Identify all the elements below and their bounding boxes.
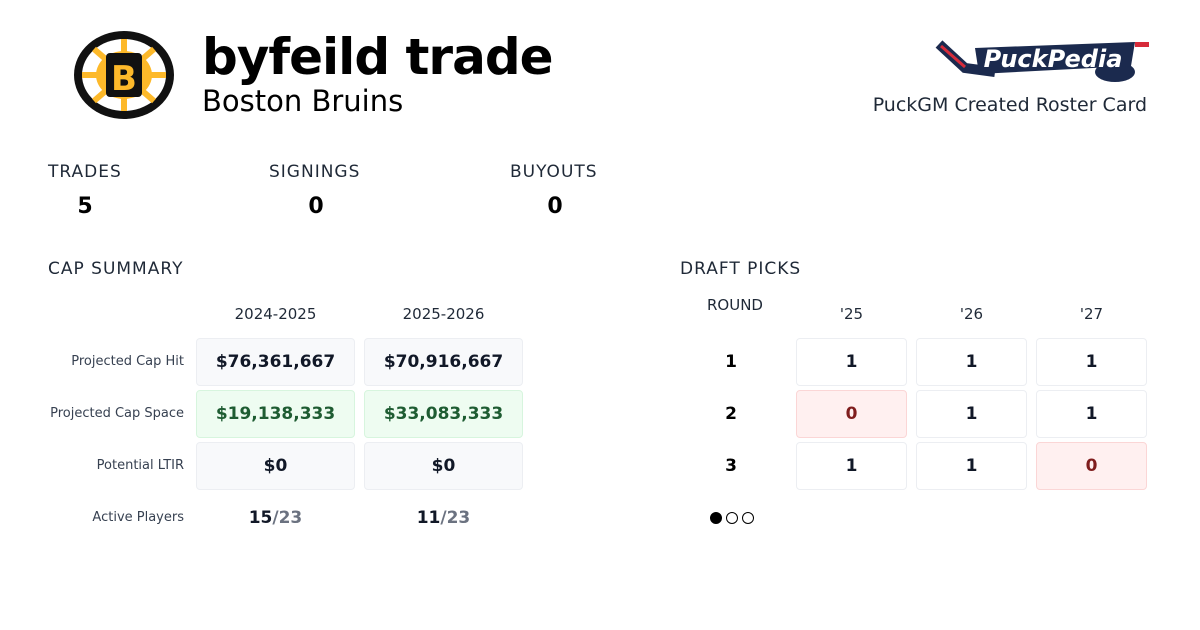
pick-cell: 1 (916, 338, 1027, 386)
row-label: Potential LTIR (96, 458, 184, 473)
svg-text:B: B (111, 59, 137, 99)
row-label: Projected Cap Space (50, 406, 184, 421)
pagination-dot-active[interactable] (710, 512, 722, 524)
bruins-logo: B (72, 29, 178, 125)
year-header: '27 (1079, 305, 1104, 323)
season-header: 2024-2025 (234, 305, 317, 323)
active-count: 11 (416, 508, 441, 528)
draft-picks-title: DRAFT PICKS (680, 259, 802, 279)
page-title: byfeild trade (202, 28, 554, 86)
pagination-dot[interactable] (742, 512, 754, 524)
pick-cell: 1 (1036, 338, 1147, 386)
pick-cell: 0 (796, 390, 907, 438)
signings-value: 0 (308, 194, 324, 219)
pick-cell: 1 (796, 442, 907, 490)
svg-text:PuckPedia: PuckPedia (984, 45, 1123, 73)
pick-cell: 1 (916, 442, 1027, 490)
trades-label: TRADES (48, 162, 122, 182)
pick-cell: 1 (1036, 390, 1147, 438)
pagination-dot[interactable] (726, 512, 738, 524)
buyouts-label: BUYOUTS (510, 162, 598, 182)
row-label: Active Players (92, 510, 184, 525)
pick-cell: 1 (916, 390, 1027, 438)
ltir-cell: $0 (196, 442, 355, 490)
cap-space-cell: $19,138,333 (196, 390, 355, 438)
year-header: '26 (959, 305, 984, 323)
cap-space-cell: $33,083,333 (364, 390, 523, 438)
active-players-value: 15/23 (196, 508, 355, 528)
row-label: Projected Cap Hit (71, 354, 184, 369)
pick-cell: 0 (1036, 442, 1147, 490)
round-header: ROUND (707, 296, 763, 314)
pick-cell: 1 (796, 338, 907, 386)
active-max: /23 (272, 508, 303, 528)
trades-value: 5 (77, 194, 93, 219)
year-header: '25 (839, 305, 864, 323)
puckpedia-logo: PuckPedia (935, 34, 1151, 94)
credit-text: PuckGM Created Roster Card (872, 94, 1147, 116)
team-name: Boston Bruins (202, 84, 404, 118)
round-number: 3 (725, 456, 737, 476)
round-number: 2 (725, 404, 737, 424)
cap-summary-title: CAP SUMMARY (48, 259, 184, 279)
active-players-value: 11/23 (364, 508, 523, 528)
cap-hit-cell: $76,361,667 (196, 338, 355, 386)
active-count: 15 (248, 508, 273, 528)
buyouts-value: 0 (547, 194, 563, 219)
signings-label: SIGNINGS (269, 162, 361, 182)
active-max: /23 (440, 508, 471, 528)
cap-hit-cell: $70,916,667 (364, 338, 523, 386)
ltir-cell: $0 (364, 442, 523, 490)
round-number: 1 (725, 352, 737, 372)
season-header: 2025-2026 (402, 305, 485, 323)
